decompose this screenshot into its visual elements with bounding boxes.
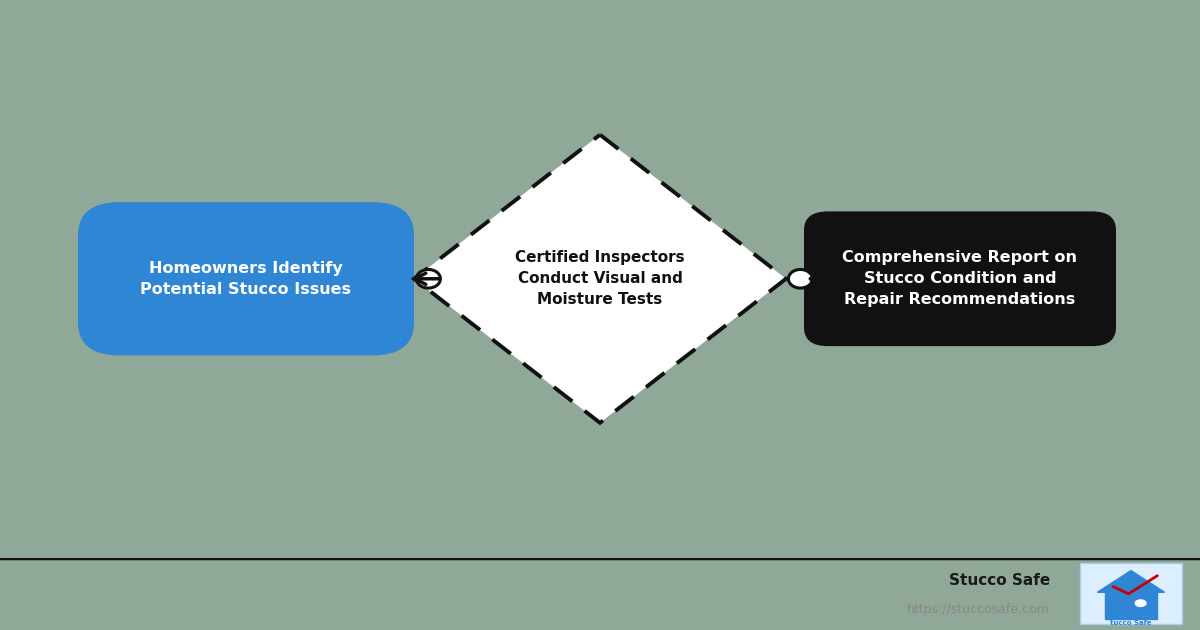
FancyBboxPatch shape (804, 212, 1116, 346)
Text: https://stuccosafe.com: https://stuccosafe.com (907, 603, 1050, 616)
Circle shape (1135, 600, 1146, 607)
FancyBboxPatch shape (1080, 563, 1182, 624)
Polygon shape (1104, 592, 1158, 619)
Text: Stucco Safe: Stucco Safe (949, 573, 1050, 588)
Text: Certified Inspectors
Conduct Visual and
Moisture Tests: Certified Inspectors Conduct Visual and … (515, 250, 685, 307)
Polygon shape (414, 135, 786, 423)
Circle shape (788, 270, 812, 288)
Text: Homeowners Identify
Potential Stucco Issues: Homeowners Identify Potential Stucco Iss… (140, 261, 352, 297)
Circle shape (416, 270, 440, 288)
Text: Comprehensive Report on
Stucco Condition and
Repair Recommendations: Comprehensive Report on Stucco Condition… (842, 250, 1078, 307)
FancyBboxPatch shape (78, 202, 414, 355)
Polygon shape (1098, 571, 1164, 592)
Text: tucco Safe: tucco Safe (1110, 620, 1152, 626)
